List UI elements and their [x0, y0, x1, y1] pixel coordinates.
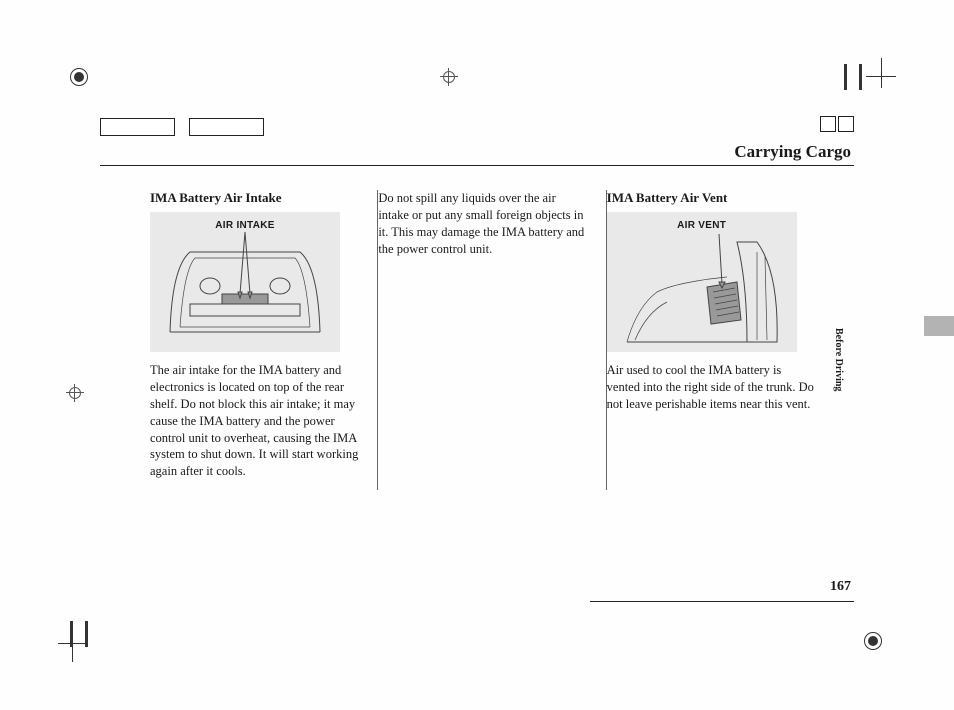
section-label: Before Driving [833, 328, 844, 391]
air-intake-illustration [150, 212, 340, 352]
column-2: Do not spill any liquids over the air in… [378, 190, 605, 490]
column-3: IMA Battery Air Vent AIR VENT [607, 190, 834, 490]
page-title: Carrying Cargo [734, 142, 851, 162]
col3-body: Air used to cool the IMA battery is vent… [607, 362, 816, 413]
figure-air-intake: AIR INTAKE [150, 212, 340, 352]
header-placeholder-boxes [100, 118, 264, 136]
column-1: IMA Battery Air Intake AIR INTAKE [150, 190, 377, 490]
content-columns: IMA Battery Air Intake AIR INTAKE [150, 190, 834, 490]
col1-body: The air intake for the IMA battery and e… [150, 362, 359, 480]
figure-air-vent: AIR VENT [607, 212, 797, 352]
header-small-boxes [820, 116, 854, 132]
page-number: 167 [830, 579, 851, 595]
col1-heading: IMA Battery Air Intake [150, 190, 359, 206]
footer-rule [590, 601, 854, 602]
section-tab [924, 316, 954, 336]
air-vent-illustration [607, 212, 797, 352]
col3-heading: IMA Battery Air Vent [607, 190, 816, 206]
title-rule [100, 165, 854, 166]
col2-body: Do not spill any liquids over the air in… [378, 190, 587, 258]
